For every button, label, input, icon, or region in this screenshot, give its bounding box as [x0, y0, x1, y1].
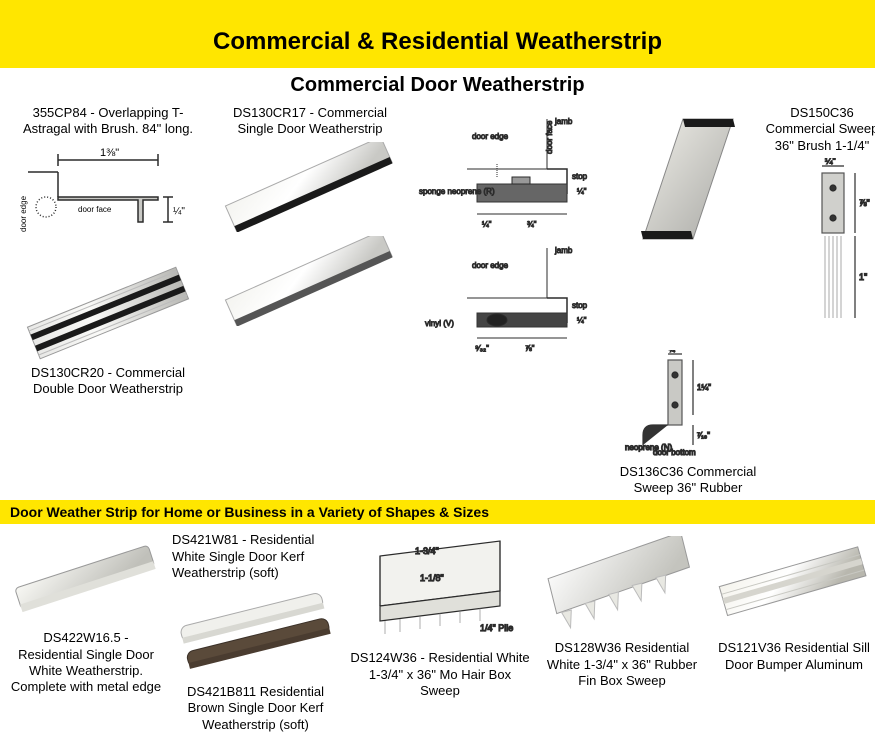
photo-DS130CR17-top	[220, 142, 400, 232]
svg-text:¼": ¼"	[482, 220, 492, 229]
svg-text:1-3/4": 1-3/4"	[415, 546, 439, 556]
column-sweeps: DS150C36 Commercial Sweep 36" Brush 1-1/…	[614, 101, 875, 500]
photo-DS136C36	[623, 109, 753, 249]
product-label: DS150C36 Commercial Sweep 36" Brush 1-1/…	[762, 105, 875, 154]
svg-text:neoprene (N): neoprene (N)	[625, 443, 672, 452]
svg-text:¼": ¼"	[173, 205, 185, 217]
section-DS136C36: ¼" 1¼" ⁷⁄₁₆" door bottom neoprene (N)	[623, 350, 753, 460]
page-title: Commercial & Residential Weatherstrip	[0, 28, 875, 56]
svg-text:¼": ¼"	[825, 158, 836, 166]
svg-text:door edge: door edge	[472, 261, 509, 270]
product-label: DS128W36 Residential White 1-3/4" x 36" …	[541, 640, 703, 689]
product-DS130CR17: DS130CR17 - Commercial Single Door Weath…	[210, 101, 410, 500]
diagram-DS150C36: ¼" ⅞" 1"	[767, 158, 875, 338]
svg-text:1-1/8": 1-1/8"	[420, 573, 444, 583]
photo-DS130CR20	[18, 266, 198, 361]
svg-text:door edge: door edge	[472, 132, 509, 141]
product-DS128W36: DS128W36 Residential White 1-3/4" x 36" …	[537, 528, 707, 737]
product-label: DS422W16.5 - Residential Single Door Whi…	[10, 630, 162, 695]
product-DS136C36	[618, 105, 758, 342]
diagram-355CP84: 1⅜" ¼" door face door edge	[18, 142, 198, 262]
photo-DS128W36	[542, 536, 702, 636]
section-sponge: jamb door edge door face stop sponge neo…	[417, 109, 607, 234]
diagram-DS136C36-section: ¼" 1¼" ⁷⁄₁₆" door bottom neoprene (N) DS…	[618, 346, 758, 497]
svg-text:stop: stop	[572, 301, 588, 310]
photo-DS422W16.5	[11, 536, 161, 626]
product-label: DS421W81 - Residential White Single Door…	[172, 532, 339, 581]
svg-text:⁷⁄₁₆": ⁷⁄₁₆"	[697, 431, 710, 440]
product-label: 355CP84 - Overlapping T-Astragal with Br…	[12, 105, 204, 138]
svg-text:1": 1"	[859, 272, 867, 282]
svg-text:1⅜": 1⅜"	[100, 147, 119, 159]
top-banner: Commercial & Residential Weatherstrip	[0, 0, 875, 68]
photo-DS121V36	[714, 536, 874, 636]
product-DS121V36: DS121V36 Residential Sill Door Bumper Al…	[709, 528, 875, 737]
svg-text:⅞": ⅞"	[525, 344, 535, 353]
product-kerf-pair: DS421W81 - Residential White Single Door…	[168, 528, 343, 737]
svg-text:door face: door face	[78, 205, 112, 214]
product-label: DS421B811 Residential Brown Single Door …	[172, 684, 339, 733]
product-label: DS130CR20 - Commercial Double Door Weath…	[12, 365, 204, 398]
svg-text:vinyl (V): vinyl (V)	[425, 319, 454, 328]
product-label: DS130CR17 - Commercial Single Door Weath…	[214, 105, 406, 138]
diagram-DS124W36: 1-3/4" 1-1/8" 1/4" Pile	[350, 536, 530, 646]
svg-text:¼": ¼"	[577, 316, 587, 325]
svg-text:⅞": ⅞"	[859, 198, 870, 208]
product-DS422W16.5: DS422W16.5 - Residential Single Door Whi…	[6, 528, 166, 737]
svg-text:¼": ¼"	[577, 187, 587, 196]
photo-DS130CR17-bot	[220, 236, 400, 326]
residential-grid: DS422W16.5 - Residential Single Door Whi…	[0, 524, 875, 747]
svg-text:¾": ¾"	[527, 220, 537, 229]
product-label: DS124W36 - Residential White 1-3/4" x 36…	[349, 650, 531, 699]
svg-text:jamb: jamb	[554, 246, 573, 255]
commercial-grid: 355CP84 - Overlapping T-Astragal with Br…	[0, 101, 875, 500]
product-label: DS121V36 Residential Sill Door Bumper Al…	[713, 640, 875, 673]
svg-text:stop: stop	[572, 172, 588, 181]
svg-text:jamb: jamb	[554, 117, 573, 126]
diagram-DS130CR17-sections: jamb door edge door face stop sponge neo…	[412, 101, 612, 500]
svg-text:⁹⁄₃₂": ⁹⁄₃₂"	[475, 344, 489, 353]
product-label: DS136C36 Commercial Sweep 36" Rubber	[618, 464, 758, 497]
svg-text:sponge neoprene (R): sponge neoprene (R)	[419, 187, 495, 196]
svg-text:1/4" Pile: 1/4" Pile	[480, 623, 513, 633]
product-DS124W36: 1-3/4" 1-1/8" 1/4" Pile DS124W36 - Resid…	[345, 528, 535, 737]
product-355CP84: 355CP84 - Overlapping T-Astragal with Br…	[8, 101, 208, 500]
mid-banner: Door Weather Strip for Home or Business …	[0, 500, 875, 524]
section-heading: Commercial Door Weatherstrip	[0, 68, 875, 101]
product-DS150C36: DS150C36 Commercial Sweep 36" Brush 1-1/…	[762, 105, 875, 342]
svg-text:door edge: door edge	[19, 195, 28, 232]
svg-text:door face: door face	[545, 120, 554, 154]
section-vinyl: jamb door edge stop vinyl (V) ⁹⁄₃₂" ⅞" ¼…	[417, 238, 607, 363]
svg-text:¼": ¼"	[669, 350, 678, 354]
svg-text:1¼": 1¼"	[697, 383, 711, 392]
